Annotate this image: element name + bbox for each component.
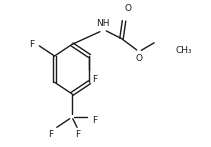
Text: O: O: [135, 54, 142, 63]
Text: O: O: [124, 4, 132, 13]
Text: NH: NH: [96, 19, 109, 28]
Text: F: F: [75, 130, 80, 139]
Text: CH₃: CH₃: [175, 46, 192, 55]
Text: F: F: [48, 130, 53, 139]
Text: F: F: [29, 40, 34, 49]
Text: F: F: [92, 116, 97, 125]
Text: F: F: [92, 75, 97, 84]
